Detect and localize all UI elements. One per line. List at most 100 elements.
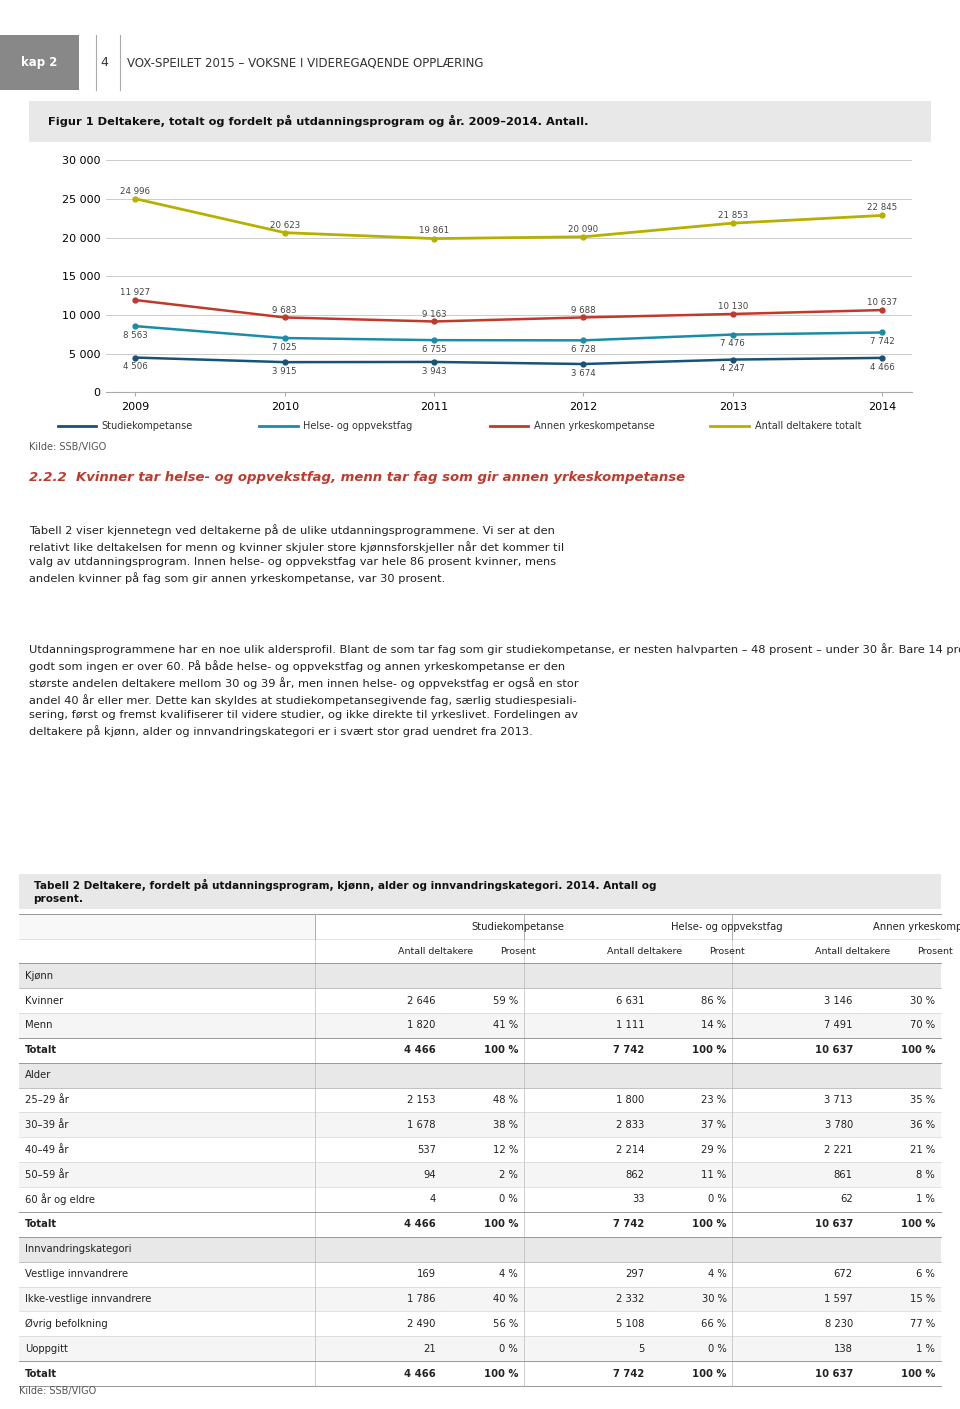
Bar	[732, 1312, 858, 1336]
Text: kap 2: kap 2	[21, 56, 58, 69]
Text: 5 108: 5 108	[616, 1319, 644, 1329]
Bar	[732, 1186, 858, 1212]
Bar	[316, 1261, 442, 1286]
Bar	[316, 1361, 442, 1386]
Text: VOX-SPEILET 2015 – VOKSNE I VIDEREGAQENDE OPPLÆRING: VOX-SPEILET 2015 – VOKSNE I VIDEREGAQEND…	[127, 56, 483, 69]
Text: 8 %: 8 %	[916, 1169, 935, 1179]
Text: 40 %: 40 %	[493, 1293, 518, 1303]
Text: 138: 138	[834, 1344, 852, 1354]
Bar	[650, 1162, 732, 1186]
Text: 37 %: 37 %	[702, 1120, 727, 1130]
Bar	[442, 988, 524, 1013]
Bar	[316, 1336, 442, 1361]
Text: 100 %: 100 %	[484, 1045, 518, 1055]
Bar	[19, 1062, 941, 1088]
Text: Totalt: Totalt	[25, 1045, 57, 1055]
Bar	[650, 1312, 732, 1336]
Text: Innvandringskategori: Innvandringskategori	[25, 1244, 132, 1254]
Text: Antall deltakere: Antall deltakere	[398, 947, 473, 955]
Text: 7 742: 7 742	[613, 1045, 644, 1055]
Text: Kjønn: Kjønn	[25, 971, 53, 981]
Bar	[19, 874, 941, 909]
Bar	[19, 1312, 316, 1336]
Text: Kilde: SSB/VIGO: Kilde: SSB/VIGO	[19, 1385, 96, 1395]
Text: 14 %: 14 %	[702, 1020, 727, 1030]
Text: Annen yrkeskompetanse: Annen yrkeskompetanse	[874, 921, 960, 931]
Text: Kilde: SSB/VIGO: Kilde: SSB/VIGO	[29, 441, 106, 451]
Bar	[858, 988, 941, 1013]
Bar	[19, 1212, 316, 1237]
Text: 1 786: 1 786	[407, 1293, 436, 1303]
Text: 50–59 år: 50–59 år	[25, 1169, 69, 1179]
Text: 5: 5	[638, 1344, 644, 1354]
Bar	[524, 1261, 650, 1286]
Text: 86 %: 86 %	[702, 996, 727, 1006]
Text: 1 %: 1 %	[916, 1344, 935, 1354]
Text: Tabell 2 viser kjennetegn ved deltakerne på de ulike utdanningsprogrammene. Vi s: Tabell 2 viser kjennetegn ved deltakerne…	[29, 524, 564, 585]
Text: 2 646: 2 646	[407, 996, 436, 1006]
Bar	[19, 1088, 316, 1113]
Text: Prosent: Prosent	[708, 947, 744, 955]
Bar	[524, 1336, 650, 1361]
Bar	[442, 1038, 524, 1062]
Text: 862: 862	[625, 1169, 644, 1179]
Text: 100 %: 100 %	[900, 1368, 935, 1378]
Text: 2 153: 2 153	[407, 1095, 436, 1105]
Bar	[19, 914, 316, 938]
Text: 100 %: 100 %	[484, 1368, 518, 1378]
Text: Øvrig befolkning: Øvrig befolkning	[25, 1319, 108, 1329]
Text: Helse- og oppvekstfag: Helse- og oppvekstfag	[303, 421, 413, 431]
Bar	[650, 938, 732, 964]
Bar	[524, 988, 650, 1013]
Text: 4 466: 4 466	[404, 1045, 436, 1055]
Text: 297: 297	[625, 1270, 644, 1279]
Bar	[19, 1237, 941, 1261]
Text: 6 %: 6 %	[916, 1270, 935, 1279]
Bar	[524, 1038, 650, 1062]
Bar	[858, 1113, 941, 1137]
Text: 48 %: 48 %	[493, 1095, 518, 1105]
Text: 12 %: 12 %	[492, 1144, 518, 1155]
Bar	[732, 938, 858, 964]
Text: Antall deltakere totalt: Antall deltakere totalt	[755, 421, 861, 431]
Text: 25–29 år: 25–29 år	[25, 1095, 69, 1105]
Text: 10 637: 10 637	[814, 1368, 852, 1378]
Text: 29 %: 29 %	[702, 1144, 727, 1155]
Bar	[442, 1186, 524, 1212]
Bar	[19, 1336, 316, 1361]
Text: Prosent: Prosent	[500, 947, 536, 955]
Bar	[858, 1088, 941, 1113]
Bar	[858, 1212, 941, 1237]
Text: 0 %: 0 %	[499, 1195, 518, 1205]
Text: 2 332: 2 332	[616, 1293, 644, 1303]
Bar	[732, 1336, 858, 1361]
Text: Tabell 2 Deltakere, fordelt på utdanningsprogram, kjønn, alder og innvandringska: Tabell 2 Deltakere, fordelt på utdanning…	[34, 879, 656, 905]
Text: 33: 33	[632, 1195, 644, 1205]
Bar	[442, 1113, 524, 1137]
Bar	[442, 1162, 524, 1186]
Text: 3 713: 3 713	[825, 1095, 852, 1105]
Text: 4: 4	[101, 56, 108, 69]
Text: Ikke-vestlige innvandrere: Ikke-vestlige innvandrere	[25, 1293, 152, 1303]
Text: 4 %: 4 %	[499, 1270, 518, 1279]
Text: 15 %: 15 %	[910, 1293, 935, 1303]
Text: 672: 672	[833, 1270, 852, 1279]
Bar	[316, 914, 524, 938]
Text: 2 490: 2 490	[407, 1319, 436, 1329]
Bar	[19, 1186, 316, 1212]
Bar	[524, 1113, 650, 1137]
Text: 4: 4	[429, 1195, 436, 1205]
Bar	[732, 1212, 858, 1237]
Text: 3 146: 3 146	[825, 996, 852, 1006]
Bar	[442, 1137, 524, 1162]
Text: Annen yrkeskompetanse: Annen yrkeskompetanse	[534, 421, 655, 431]
Bar	[858, 1013, 941, 1038]
Bar	[19, 1162, 316, 1186]
Text: Helse- og oppvekstfag: Helse- og oppvekstfag	[671, 921, 782, 931]
Bar	[732, 1261, 858, 1286]
Text: 70 %: 70 %	[910, 1020, 935, 1030]
Text: 100 %: 100 %	[900, 1045, 935, 1055]
Bar	[19, 1038, 316, 1062]
Text: Antall deltakere: Antall deltakere	[607, 947, 682, 955]
Bar	[316, 988, 442, 1013]
